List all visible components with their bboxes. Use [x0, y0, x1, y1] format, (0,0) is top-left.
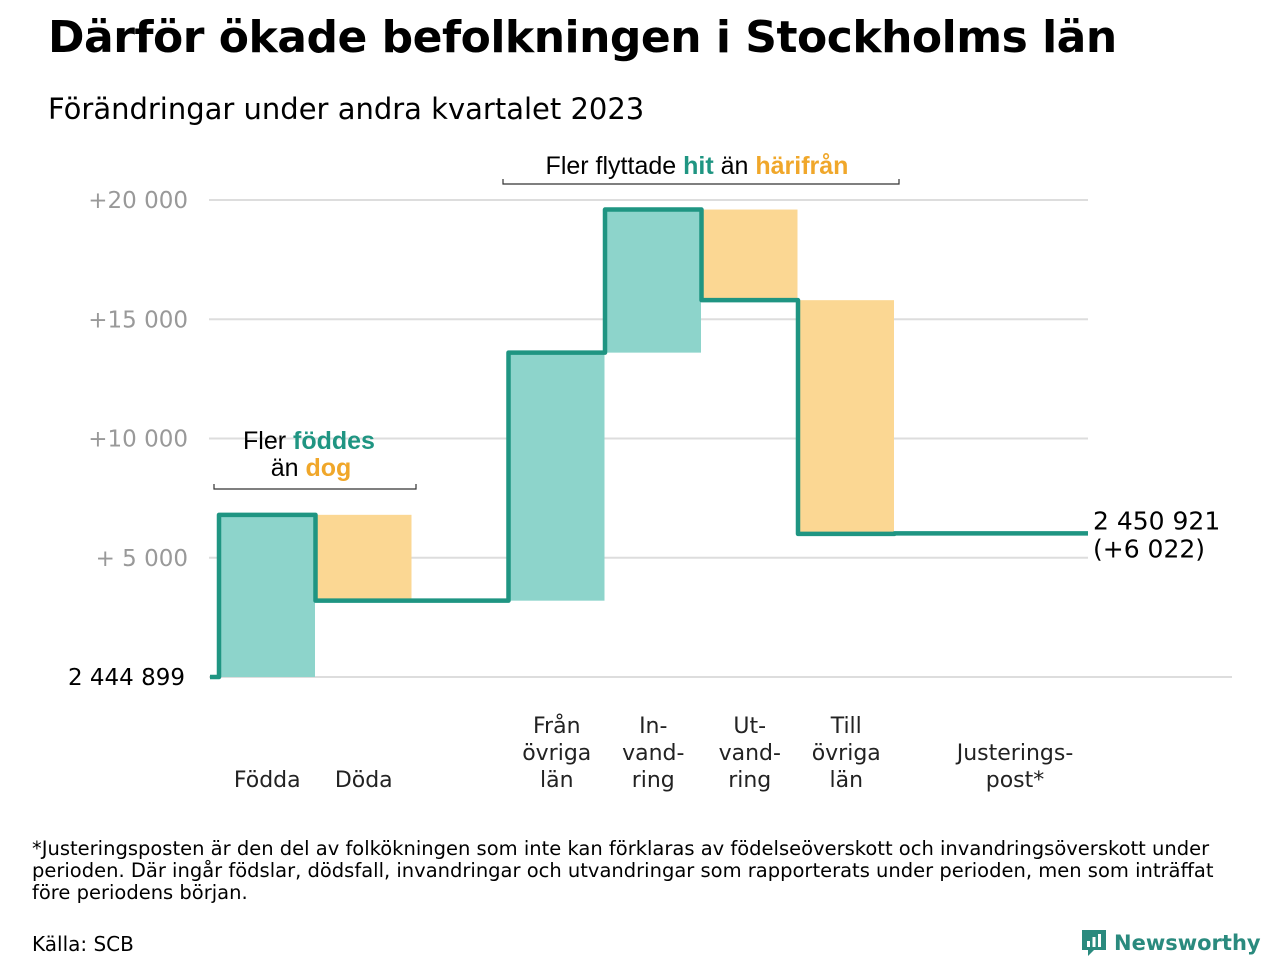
end-value-label: 2 450 921 [1093, 506, 1220, 535]
category-label: ring [632, 768, 675, 793]
bar-från-övriga-län [508, 352, 605, 601]
category-label: post* [986, 768, 1045, 793]
bar-födda [219, 514, 315, 677]
bar-döda [315, 514, 412, 601]
annotation-part: än [271, 454, 306, 482]
category-label: In- [639, 714, 667, 739]
category-label: Ut- [733, 714, 766, 739]
annotation-part: dog [305, 454, 351, 482]
bar-till-övriga-län [798, 300, 894, 534]
annotation-part: föddes [293, 427, 375, 455]
category-label: övriga [812, 741, 881, 766]
end-change-label: (+6 022) [1093, 534, 1205, 563]
category-label: övriga [522, 741, 591, 766]
y-tick-label: +15 000 [88, 307, 188, 333]
category-label: län [540, 768, 574, 793]
waterfall-chart: + 5 000 +10 000 +15 000 +20 000 2 444 899 Fö… [68, 152, 1232, 793]
bar-utvandring [701, 209, 798, 301]
annotation-part: härifrån [755, 152, 848, 180]
cumulative-step-line [210, 207, 1088, 680]
category-label: län [829, 768, 863, 793]
grid-lines [209, 199, 1232, 678]
y-axis-ticks: + 5 000 +10 000 +15 000 +20 000 2 444 899 [68, 188, 188, 691]
brand-name: Newsworthy [1114, 931, 1261, 955]
category-label: vand- [622, 741, 684, 766]
annotation-births-line2: än dog [271, 454, 352, 482]
annotation-bracket-migration [502, 179, 900, 185]
start-value-label: 2 444 899 [68, 665, 185, 691]
y-tick-label: + 5 000 [96, 546, 188, 572]
annotation-births-line1: Fler föddes [243, 427, 375, 455]
step-line [210, 207, 1088, 680]
source-note: Källa: SCB [32, 932, 134, 956]
category-labels: Födda DödaFrånövrigalänIn-vand-ringUt-van… [234, 713, 1073, 793]
page-title: Därför ökade befolkningen i Stockholms l… [48, 12, 1117, 63]
category-label: Justerings- [955, 741, 1074, 766]
annotation-bracket-births [213, 484, 417, 490]
category-label: ring [728, 768, 771, 793]
page-subtitle: Förändringar under andra kvartalet 2023 [48, 92, 645, 126]
y-tick-label: +10 000 [88, 427, 188, 453]
category-label: Döda [335, 768, 393, 793]
y-tick-label: +20 000 [88, 188, 188, 214]
newsworthy-logo-icon [1082, 930, 1106, 956]
bar-invandring [605, 209, 701, 353]
annotation-part: Fler [243, 427, 293, 455]
category-label: vand- [719, 741, 781, 766]
category-label: Från [533, 713, 581, 739]
footnote: *Justeringsposten är den del av folkökni… [32, 837, 1214, 904]
annotation-part: Fler flyttade [546, 152, 684, 180]
brand: Newsworthy [1080, 928, 1261, 958]
category-label: Till [830, 714, 862, 739]
category-label: Födda [234, 768, 301, 793]
annotation-part: hit [683, 152, 714, 180]
annotation-migration: Fler flyttade hit än härifrån [546, 152, 849, 180]
annotation-part: än [714, 152, 756, 180]
bars [219, 209, 894, 677]
